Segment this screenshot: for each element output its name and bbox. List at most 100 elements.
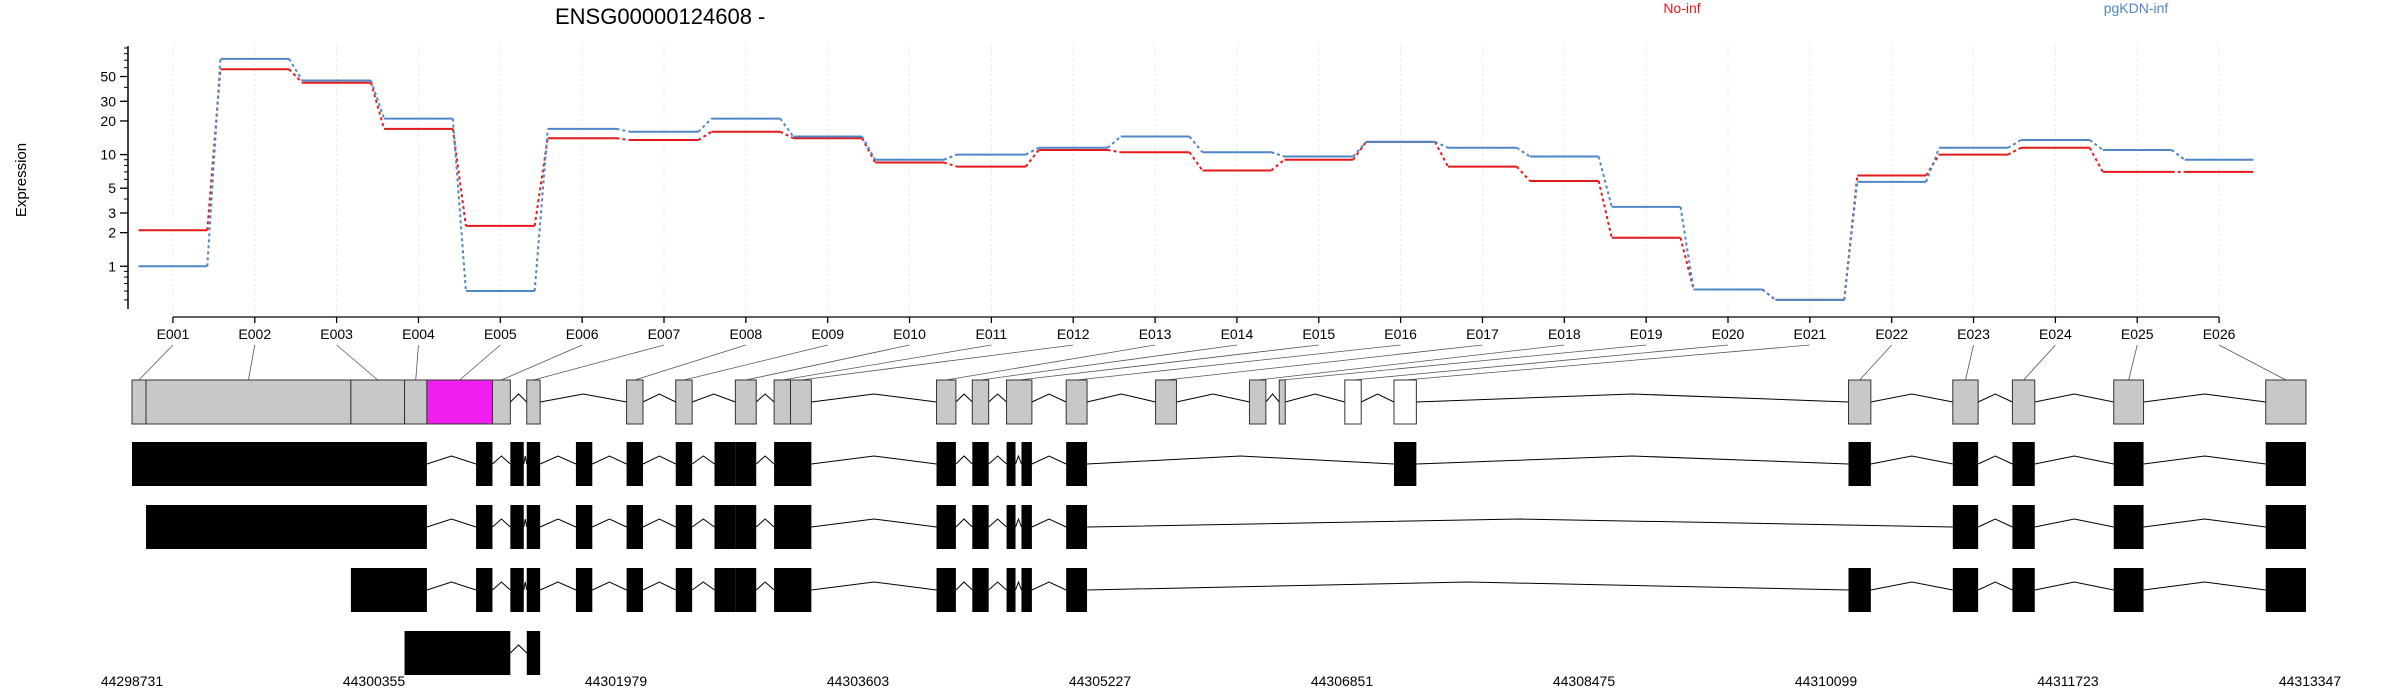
transcript-exon (675, 442, 693, 486)
transcript-exon (972, 442, 989, 486)
exon-connector-lines (138, 344, 2287, 381)
exon-connector (248, 344, 256, 381)
series-connector (533, 128, 549, 292)
intron-line (1015, 454, 1022, 465)
exon-label-E022: E022 (1875, 326, 1908, 342)
intron-line (642, 518, 676, 528)
exon-box-E004 (404, 379, 428, 425)
series-connector (943, 161, 958, 168)
exon-connector (1076, 344, 1401, 381)
exon-box-E021 (1393, 379, 1417, 425)
exon-label-E002: E002 (238, 326, 271, 342)
exon-box-E005 (426, 379, 493, 425)
exon-box-E001 (131, 379, 147, 425)
transcript-exon (626, 505, 643, 549)
y-tick-label: 10 (100, 147, 116, 163)
transcript-2 (146, 505, 2306, 549)
transcript-exon (575, 505, 593, 549)
exon-connector (138, 344, 174, 381)
transcript-exon (476, 442, 493, 486)
y-tick-label: 50 (100, 69, 116, 85)
intron-line (691, 393, 736, 403)
intron-line (811, 455, 937, 465)
exon-label-E011: E011 (976, 326, 1008, 342)
transcript-exon (575, 442, 593, 486)
transcript-exon (476, 568, 493, 612)
exon-label-E003: E003 (320, 326, 353, 342)
transcript-exon (510, 442, 524, 486)
transcript-exon (1952, 442, 1979, 486)
transcript-exon (936, 505, 956, 549)
transcript-exon (2012, 568, 2035, 612)
exon-box-E015 (1006, 379, 1033, 425)
series-connector (1597, 156, 1613, 208)
coordinate-label: 44298731 (101, 673, 164, 689)
exon-box-E013 (936, 379, 957, 425)
intron-line (426, 455, 477, 465)
series-connector (2007, 139, 2022, 149)
intron-line (2143, 455, 2266, 465)
exon-box-E008 (626, 379, 644, 425)
exon-label-E010: E010 (893, 326, 926, 342)
transcript-exon (575, 568, 593, 612)
intron-line (988, 455, 1007, 465)
transcript-exon (132, 442, 427, 486)
intron-line (811, 393, 937, 403)
intron-line (2034, 393, 2114, 403)
exon-connector (1405, 344, 1810, 381)
series-connector (2007, 146, 2022, 156)
transcript-exon (526, 568, 541, 612)
transcript-exon (972, 568, 989, 612)
transcript-exon (714, 568, 736, 612)
transcript-exon (1952, 568, 1979, 612)
exon-connector (745, 344, 910, 381)
exon-connector (336, 344, 378, 381)
transcript-exon (1021, 505, 1032, 549)
series-connector (1761, 288, 1777, 301)
exon-label-E008: E008 (729, 326, 762, 342)
coordinate-label: 44311723 (2037, 673, 2098, 689)
intron-line (592, 581, 627, 591)
transcript-exon (146, 505, 427, 549)
exon-connector (1165, 344, 1483, 381)
intron-line (955, 455, 973, 465)
intron-line (509, 393, 528, 403)
series-connector (1025, 146, 1040, 156)
intron-line (2143, 393, 2266, 403)
intron-line (955, 393, 973, 403)
intron-line (539, 581, 577, 591)
intron-line (988, 393, 1007, 403)
exon-connector (980, 344, 1237, 381)
series-connector (616, 137, 630, 142)
intron-line (988, 581, 1007, 591)
coordinate-label: 44313347 (2279, 673, 2342, 689)
exon-label-E012: E012 (1057, 326, 1090, 342)
exon-label-E004: E004 (402, 326, 435, 342)
series-connector (1516, 165, 1531, 182)
coordinate-label: 44305227 (1069, 673, 1132, 689)
exon-connector (415, 344, 419, 381)
intron-line (492, 518, 511, 528)
x-axis: E001 E002 E003 E004 E005 E006 E007 E008 E009 E010… (157, 316, 2236, 342)
coordinate-label: 44306851 (1311, 673, 1374, 689)
transcript-exon (350, 568, 427, 612)
series-connector (1270, 151, 1285, 158)
transcript-tracks (132, 442, 2306, 675)
exon-box-E012 (789, 379, 812, 425)
exon-label-E013: E013 (1139, 326, 1172, 342)
intron-line (1416, 455, 1849, 465)
coordinate-label: 44301979 (585, 673, 648, 689)
vertical-gridlines (172, 44, 2220, 315)
series-connector (2171, 149, 2186, 161)
transcript-exon (1952, 505, 1979, 549)
exon-connector (1859, 344, 1892, 381)
transcript-exon (404, 631, 511, 675)
transcript-exon (936, 568, 956, 612)
transcript-exon (1848, 568, 1871, 612)
transcript-exon (526, 442, 541, 486)
series-connector (206, 58, 222, 267)
series-connector (616, 127, 630, 133)
exon-connector (946, 344, 1156, 381)
transcript-exon (790, 505, 812, 549)
